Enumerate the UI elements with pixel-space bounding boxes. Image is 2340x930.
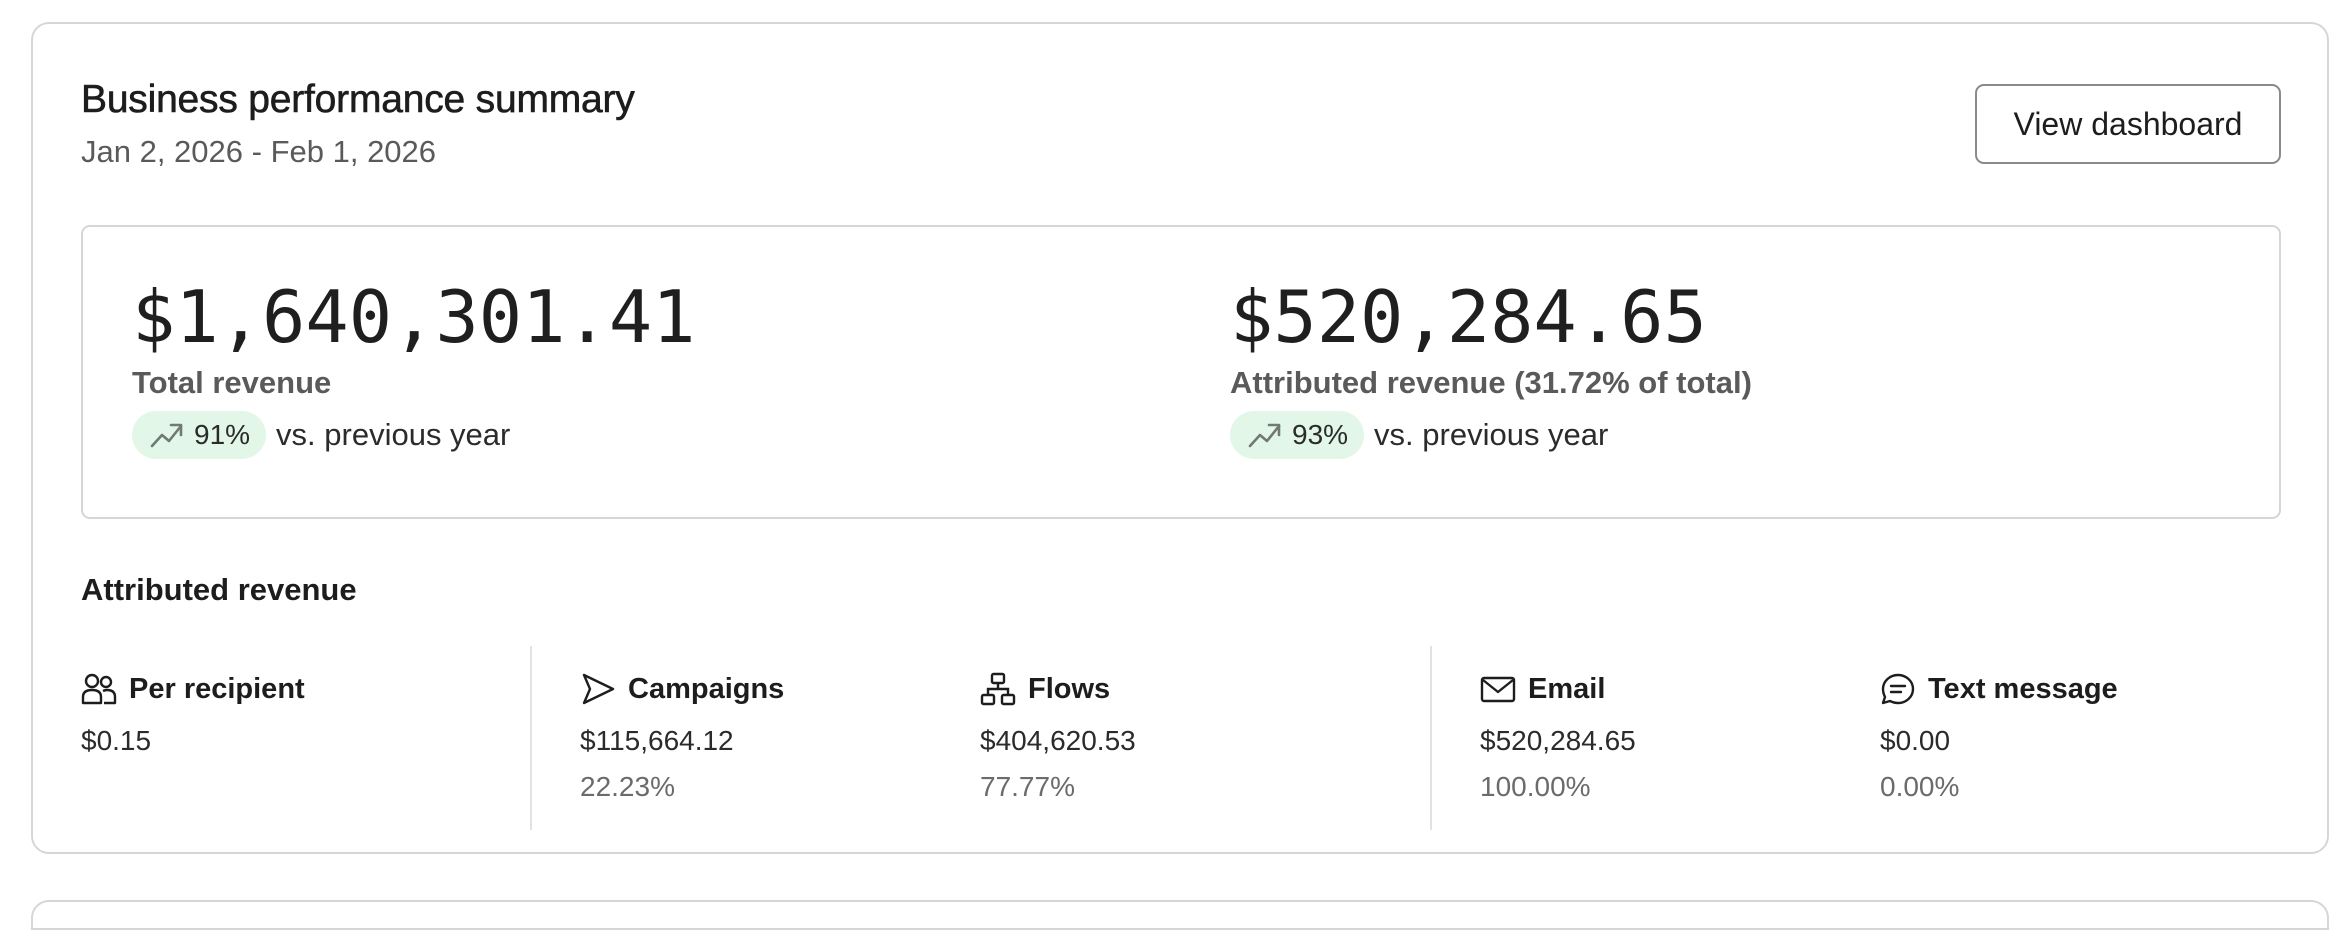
breakdown-value: $404,620.53 xyxy=(980,725,1136,756)
breakdown-header: Campaigns xyxy=(580,669,784,709)
breakdown-value: $0.15 xyxy=(81,725,152,756)
flow-icon xyxy=(980,672,1016,706)
breakdown-value: $115,664.12 xyxy=(580,725,734,756)
breakdown-label: Campaigns xyxy=(628,672,785,705)
breakdown-header: Email xyxy=(1480,669,1636,709)
breakdown-label: Flows xyxy=(1028,672,1111,705)
mail-icon xyxy=(1480,676,1516,703)
date-range: Jan 2, 2026 - Feb 1, 2026 xyxy=(81,134,437,169)
breakdown-flows: Flows $404,620.53 77.77% xyxy=(980,669,1136,803)
attributed-revenue-label: Attributed revenue (31.72% of total) xyxy=(1230,365,1752,400)
card-title: Business performance summary xyxy=(81,78,635,122)
breakdown-value: $0.00 xyxy=(1880,725,1951,756)
attributed-revenue-value: $520,284.65 xyxy=(1230,275,1707,359)
view-dashboard-button[interactable]: View dashboard xyxy=(1975,84,2281,164)
breakdown-percent: 0.00% xyxy=(1880,771,1960,802)
breakdown-per-recipient: Per recipient $0.15 xyxy=(81,669,305,757)
column-divider xyxy=(530,646,532,830)
trend-badge: 93% xyxy=(1230,411,1365,459)
business-performance-card: Business performance summary Jan 2, 2026… xyxy=(31,22,2329,854)
revenue-summary-box: $1,640,301.41 Total revenue 91% vs. prev… xyxy=(81,225,2281,519)
breakdown-label: Per recipient xyxy=(129,672,305,705)
breakdown-label: Email xyxy=(1528,672,1606,705)
attributed-revenue-section-title: Attributed revenue xyxy=(81,572,357,607)
trend-percent: 93% xyxy=(1292,419,1349,450)
total-revenue-label: Total revenue xyxy=(132,365,332,400)
trending-up-icon xyxy=(1248,423,1281,448)
attributed-revenue-metric: $520,284.65 Attributed revenue (31.72% o… xyxy=(1230,275,1752,459)
attributed-revenue-trend: 93% vs. previous year xyxy=(1230,411,1752,459)
trend-badge: 91% xyxy=(132,411,267,459)
breakdown-percent: 22.23% xyxy=(580,771,675,802)
trending-up-icon xyxy=(150,423,183,448)
total-revenue-trend: 91% vs. previous year xyxy=(132,411,696,459)
breakdown-header: Text message xyxy=(1880,669,2118,709)
breakdown-percent: 77.77% xyxy=(980,771,1075,802)
send-icon xyxy=(582,673,615,705)
people-icon xyxy=(81,673,117,705)
breakdown-text-message: Text message $0.00 0.00% xyxy=(1880,669,2118,803)
breakdown-header: Flows xyxy=(980,669,1136,709)
total-revenue-value: $1,640,301.41 xyxy=(132,275,696,359)
breakdown-percent: 100.00% xyxy=(1480,771,1591,802)
total-revenue-metric: $1,640,301.41 Total revenue 91% vs. prev… xyxy=(132,275,696,459)
breakdown-campaigns: Campaigns $115,664.12 22.23% xyxy=(580,669,784,803)
trend-percent: 91% xyxy=(194,419,251,450)
message-icon xyxy=(1881,673,1915,705)
breakdown-email: Email $520,284.65 100.00% xyxy=(1480,669,1636,803)
column-divider xyxy=(1430,646,1432,830)
breakdown-value: $520,284.65 xyxy=(1480,725,1636,756)
trend-text: vs. previous year xyxy=(1374,417,1609,452)
trend-text: vs. previous year xyxy=(276,417,511,452)
next-card-edge xyxy=(31,900,2329,930)
breakdown-header: Per recipient xyxy=(81,669,305,709)
breakdown-label: Text message xyxy=(1928,672,2118,705)
